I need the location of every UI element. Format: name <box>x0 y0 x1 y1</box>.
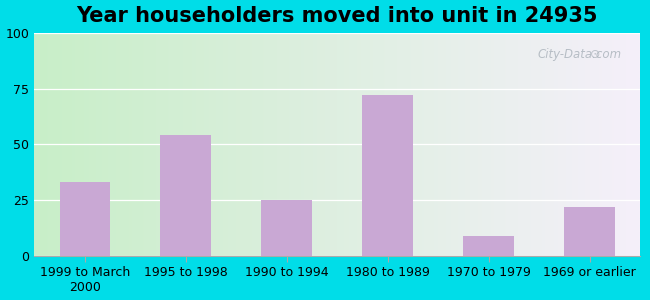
Bar <box>463 236 514 256</box>
Text: ⊙: ⊙ <box>590 48 601 61</box>
Bar <box>564 207 615 256</box>
Bar <box>261 200 312 256</box>
Bar <box>161 135 211 256</box>
Title: Year householders moved into unit in 24935: Year householders moved into unit in 249… <box>77 6 598 26</box>
Bar <box>60 182 110 256</box>
Bar <box>363 95 413 256</box>
Text: City-Data.com: City-Data.com <box>538 48 622 61</box>
